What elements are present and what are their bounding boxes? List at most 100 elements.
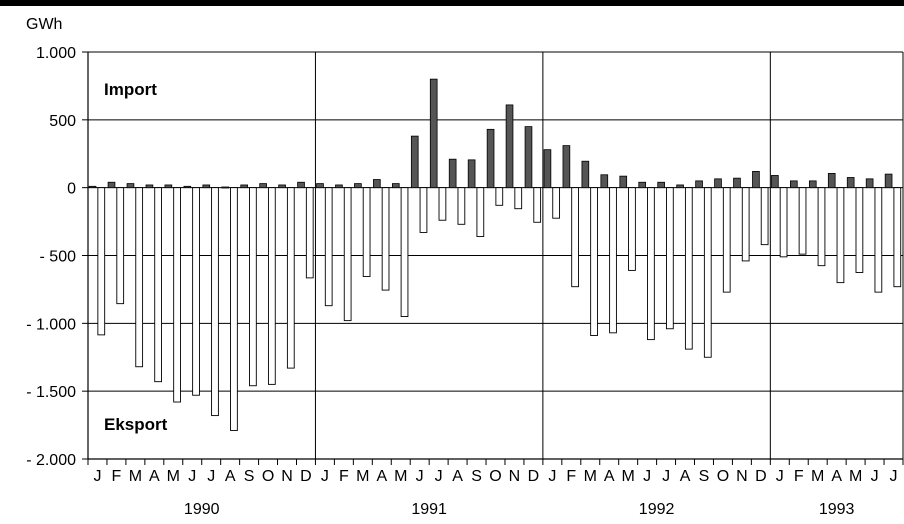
import-bar [429,78,438,189]
export-bar [647,187,655,341]
export-bar [874,187,883,293]
import-bar [126,183,135,189]
export-bar [381,187,390,291]
import-bar [865,178,874,189]
import-bar [524,126,533,189]
import-bar [638,181,647,189]
month-label: F [339,468,349,485]
month-label: A [831,468,842,485]
month-label: O [717,468,729,485]
export-bar [817,187,826,267]
export-bar [798,187,807,255]
import-bar [410,135,419,189]
month-label: M [622,468,635,485]
export-bar [571,187,579,288]
export-bar [893,187,902,288]
y-tick-label: 0 [67,181,76,198]
month-label: F [794,468,804,485]
y-tick-label: - 1.000 [26,316,76,333]
import-bar [695,180,703,189]
import-bar [808,180,817,189]
month-label: J [416,468,424,485]
month-label: S [244,468,255,485]
month-label: M [356,468,369,485]
export-bar [722,187,731,293]
export-bar [703,187,712,358]
export-bar [419,187,428,233]
import-bar [278,184,286,189]
month-label: A [452,468,463,485]
month-label: J [890,468,898,485]
import-bar [619,175,628,189]
year-label: 1991 [411,501,447,518]
import-bar [600,174,609,189]
export-bar [173,187,181,403]
import-bar [733,177,741,189]
month-label: N [281,468,293,485]
export-bar [400,187,409,318]
import-bar [884,173,893,189]
month-label: S [699,468,710,485]
export-bar [552,187,561,219]
month-label: O [262,468,274,485]
month-label: O [489,468,501,485]
export-bar [741,187,750,262]
export-bar [514,187,523,210]
month-label: M [811,468,824,485]
export-annotation: Eksport [104,415,168,434]
month-label: M [129,468,142,485]
month-label: A [149,468,160,485]
export-bar [628,187,636,271]
export-bar [476,187,485,237]
import-bar [562,145,571,189]
import-bar [297,181,305,189]
month-label: D [528,468,540,485]
month-label: M [394,468,407,485]
month-label: J [548,468,556,485]
month-label: S [471,468,482,485]
import-bar [448,158,457,189]
export-bar [211,187,219,417]
import-bar [790,180,798,189]
import-bar [145,184,154,189]
import-bar [752,170,760,189]
import-bar [335,184,343,189]
export-bar [533,187,542,223]
export-bar [362,187,371,277]
export-bar [249,187,257,387]
month-label: J [321,468,329,485]
export-bar [267,187,276,385]
month-label: J [188,468,196,485]
month-label: J [207,468,215,485]
import-bar [259,183,267,189]
month-label: A [604,468,615,485]
year-label: 1990 [184,501,220,518]
month-label: F [566,468,576,485]
export-bar [286,187,295,369]
import-bar [391,183,400,189]
import-bar [88,185,97,189]
y-tick-label: 500 [49,113,76,130]
export-bar [343,187,352,322]
export-bar [192,187,200,396]
import-bar [657,181,665,189]
y-tick-label: - 500 [40,249,77,266]
y-tick-label: - 2.000 [26,452,76,469]
import-bar [771,175,779,189]
month-label: M [167,468,180,485]
export-bar [97,187,106,336]
month-label: D [755,468,767,485]
month-label: M [849,468,862,485]
export-bar [154,187,162,383]
import-bar [164,184,173,189]
export-bar [116,187,125,305]
export-bar [609,187,617,334]
import-bar [505,104,514,189]
import-bar [354,183,362,189]
bars [88,78,902,431]
import-bar [202,184,211,189]
export-bar [135,187,144,368]
y-tick-label: 1.000 [36,45,76,62]
